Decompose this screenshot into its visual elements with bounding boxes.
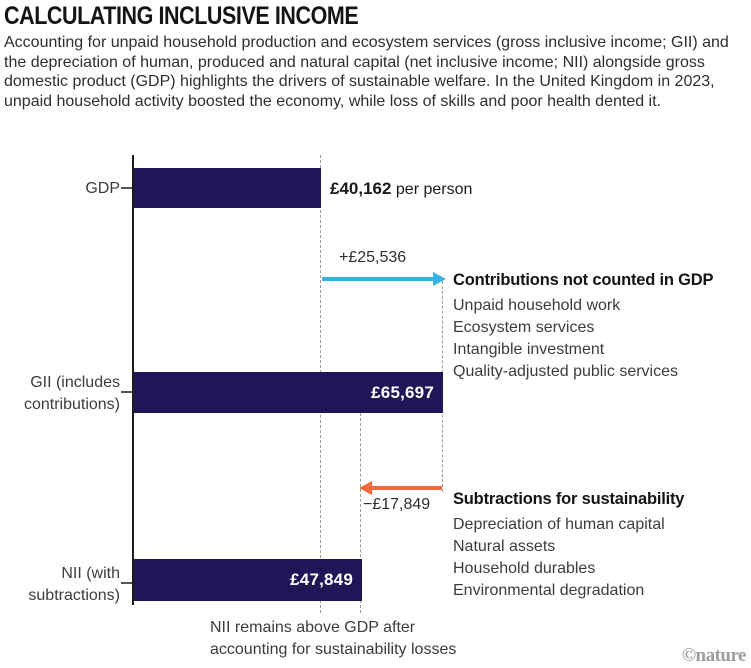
nii-bar: £47,849 bbox=[134, 559, 362, 601]
gdp-value-suffix: per person bbox=[391, 181, 473, 198]
subtractions-item: Environmental degradation bbox=[453, 582, 645, 599]
gdp-value-amount: £40,162 bbox=[330, 179, 392, 198]
gdp-bar bbox=[134, 168, 321, 208]
category-label-line: GII (includes bbox=[30, 374, 120, 391]
contributions-delta-label: +£25,536 bbox=[339, 249, 407, 266]
chart-subtitle: Accounting for unpaid household producti… bbox=[4, 34, 729, 110]
subtractions-heading: Subtractions for sustainability bbox=[453, 490, 685, 508]
contributions-item: Quality-adjusted public services bbox=[453, 363, 678, 380]
contributions-item: Ecosystem services bbox=[453, 319, 595, 336]
nii-value-guideline bbox=[360, 413, 361, 613]
gii-axis-tick bbox=[121, 391, 132, 393]
category-label-line: GDP bbox=[85, 180, 120, 197]
gdp-axis-tick bbox=[121, 187, 132, 189]
contributions-item: Intangible investment bbox=[453, 341, 605, 358]
nii-axis-tick bbox=[121, 582, 132, 584]
contributions-annotation: Contributions not counted in GDP Unpaid … bbox=[453, 270, 751, 383]
subtractions-arrowhead-icon bbox=[359, 481, 372, 495]
category-label-line: subtractions) bbox=[28, 587, 120, 604]
subtractions-item: Depreciation of human capital bbox=[453, 516, 665, 533]
gii-value-label: £65,697 bbox=[371, 382, 434, 402]
contributions-arrow-icon bbox=[322, 277, 434, 281]
subtractions-item: Household durables bbox=[453, 560, 596, 577]
y-axis-line bbox=[132, 155, 134, 605]
contributions-item: Unpaid household work bbox=[453, 297, 621, 314]
caption-line: accounting for sustainability losses bbox=[210, 641, 457, 658]
category-label-line: NII (with bbox=[61, 565, 120, 582]
chart-caption: NII remains above GDP after accounting f… bbox=[210, 617, 456, 661]
subtractions-arrow-icon bbox=[372, 486, 442, 490]
subtractions-item: Natural assets bbox=[453, 538, 556, 555]
nii-value-label: £47,849 bbox=[290, 570, 353, 589]
category-label-line: contributions) bbox=[23, 396, 120, 413]
gii-bar: £65,697 bbox=[134, 372, 443, 413]
gdp-value-label: £40,162 per person bbox=[330, 179, 472, 199]
page-title: CALCULATING INCLUSIVE INCOME bbox=[4, 2, 359, 30]
subtractions-delta-label: −£17,849 bbox=[363, 496, 431, 513]
contributions-arrowhead-icon bbox=[433, 272, 446, 286]
caption-line: NII remains above GDP after bbox=[210, 619, 416, 636]
contributions-heading: Contributions not counted in GDP bbox=[453, 271, 714, 289]
category-label-gii: GII (includes contributions) bbox=[0, 372, 120, 416]
subtractions-annotation: Subtractions for sustainability Deprecia… bbox=[453, 489, 751, 602]
category-label-gdp: GDP bbox=[0, 178, 120, 200]
category-label-nii: NII (with subtractions) bbox=[0, 563, 120, 607]
nature-credit-logo: ©nature bbox=[681, 645, 747, 666]
